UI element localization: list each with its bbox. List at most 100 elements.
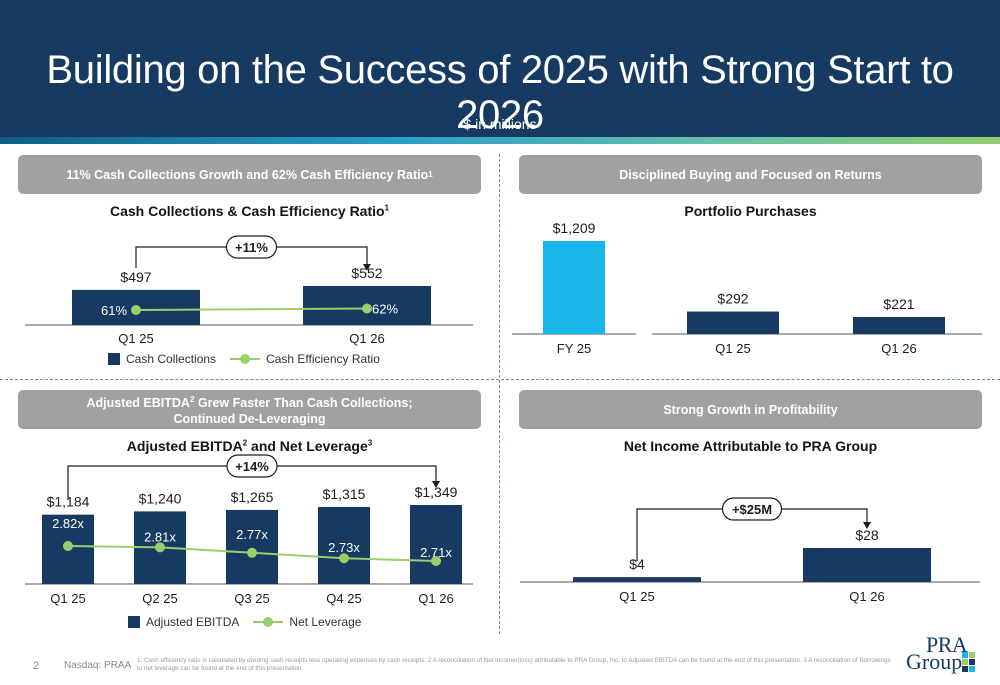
chart-title-text: Cash Collections & Cash Efficiency Ratio	[109, 203, 385, 219]
logo-square	[962, 659, 968, 665]
page-title: Building on the Success of 2025 with Str…	[46, 48, 954, 137]
logo-square	[969, 666, 975, 672]
growth-bracket-ebitda-arrow	[432, 481, 440, 488]
page-number: 2	[33, 660, 40, 672]
x-tick-label: FY 25	[557, 341, 591, 356]
point-net-leverage	[63, 541, 73, 551]
vertical-divider	[499, 154, 500, 634]
logo-text-pra: PRA	[926, 632, 968, 657]
point-net-leverage	[247, 547, 257, 558]
logo-square	[962, 666, 968, 672]
bar-value-label: $1,209	[553, 220, 596, 236]
x-tick-label: Q1 26	[881, 341, 916, 356]
point-net-leverage	[155, 542, 165, 553]
panel-header-text-line2: Continued De-Leveraging	[173, 412, 326, 427]
x-tick-label: Q1 25	[715, 341, 750, 356]
ticker-label: Nasdaq: PRAA	[64, 660, 132, 671]
x-tick-label: Q2 25	[142, 591, 177, 606]
legend-bar-swatch	[108, 353, 120, 365]
bar-adjusted-ebitda	[410, 505, 462, 584]
footnote-marker: 1	[384, 203, 390, 213]
panel-header-portfolio: Disciplined Buying and Focused on Return…	[519, 155, 982, 194]
chart-title-portfolio: Portfolio Purchases	[684, 203, 817, 219]
legend-ebitda: Adjusted EBITDA Net Leverage	[128, 615, 361, 629]
bar-value-label: $1,184	[47, 494, 90, 510]
bar-value-label: $552	[351, 265, 382, 281]
line-value-label: 61%	[101, 303, 127, 318]
page-subtitle: $ in millions	[463, 116, 537, 132]
growth-bracket-cash-arrow	[363, 264, 371, 271]
line-value-label: 2.81x	[144, 529, 176, 544]
line-cash-efficiency	[135, 307, 368, 311]
legend-line-swatch	[230, 353, 261, 365]
bar-value-label: $1,240	[139, 490, 182, 506]
bar-value-label: $4	[629, 556, 645, 572]
bar-value-label: $292	[717, 291, 748, 307]
bar-value-label: $221	[883, 296, 914, 312]
growth-bracket-cash-label: +11%	[235, 240, 268, 255]
legend-line-label: Net Leverage	[289, 615, 362, 629]
panel-header-text: Disciplined Buying and Focused on Return…	[619, 167, 882, 182]
line-value-label: 62%	[372, 302, 398, 317]
x-tick-label: Q1 25	[619, 589, 654, 604]
legend-line-swatch	[253, 616, 284, 628]
footnote-marker: 2	[189, 394, 195, 404]
point-cash-efficiency	[131, 305, 141, 315]
footnote-marker: 1	[428, 169, 433, 179]
bar-value-label: $1,315	[323, 486, 366, 502]
chart-title-ebitda: Adjusted EBITDA2 and Net Leverage3	[18, 438, 481, 454]
legend-bar-swatch	[128, 616, 140, 628]
x-tick-label: Q1 25	[118, 331, 153, 346]
bar-adjusted-ebitda	[318, 506, 370, 584]
line-value-label: 2.73x	[328, 540, 360, 555]
logo-square	[962, 652, 968, 658]
x-tick-label: Q1 26	[849, 589, 884, 604]
point-net-leverage	[339, 553, 349, 564]
horizontal-divider	[0, 379, 1000, 380]
line-value-label: 2.77x	[236, 527, 268, 542]
legend-line-label: Cash Efficiency Ratio	[266, 352, 380, 366]
panel-header-text: Adjusted EBITDA	[86, 396, 190, 411]
point-net-leverage	[431, 555, 441, 566]
x-tick-label: Q1 26	[349, 331, 384, 346]
legend-bar-label: Cash Collections	[126, 352, 217, 366]
point-cash-efficiency	[362, 303, 372, 314]
footnote-marker: 3	[367, 438, 373, 448]
chart-title-cash-collections: Cash Collections & Cash Efficiency Ratio…	[18, 203, 481, 219]
x-tick-label: Q1 26	[418, 591, 453, 606]
panel-header-text: Strong Growth in Profitability	[663, 402, 838, 417]
logo-square	[969, 659, 975, 665]
panel-header-text: Grew Faster Than Cash Collections;	[194, 396, 413, 411]
chart-title-net-income: Net Income Attributable to PRA Group	[623, 438, 878, 454]
chart-title-text: and Net Leverage	[247, 438, 368, 454]
bar-portfolio-purchases	[687, 311, 779, 334]
bar-adjusted-ebitda	[226, 509, 278, 584]
growth-bracket-ebitda-pill	[226, 454, 278, 478]
bar-net-income	[803, 548, 931, 582]
bar-portfolio-purchases	[853, 317, 945, 334]
bar-net-income	[573, 577, 701, 582]
growth-bracket-ebitda-label: +14%	[235, 459, 269, 474]
panel-header-text: 11% Cash Collections Growth and 62% Cash…	[66, 167, 429, 182]
gradient-divider	[0, 137, 1000, 144]
legend-bar-label: Adjusted EBITDA	[146, 615, 240, 629]
panel-header-ebitda: Adjusted EBITDA2 Grew Faster Than Cash C…	[18, 390, 481, 429]
header-band	[0, 0, 1000, 137]
pra-group-logo: PRA Group	[900, 632, 990, 676]
chart-title-text: Adjusted EBITDA	[126, 438, 243, 454]
footnotes: 1. Cash efficiency ratio is calculated b…	[137, 657, 891, 672]
bar-value-label: $497	[120, 269, 151, 285]
legend-cash-collections: Cash Collections Cash Efficiency Ratio	[108, 352, 380, 366]
footnote-marker: 2	[242, 438, 248, 448]
growth-bracket-net-income-pill	[721, 497, 783, 521]
x-tick-label: Q3 25	[234, 591, 269, 606]
bar-value-label: $1,349	[415, 484, 458, 500]
bar-value-label: $28	[855, 527, 879, 543]
bar-value-label: $1,265	[231, 489, 274, 505]
growth-bracket-net-income-label: +$25M	[732, 502, 772, 517]
x-tick-label: Q4 25	[326, 591, 361, 606]
logo-text-group: Group	[906, 649, 963, 674]
growth-bracket-cash-pill	[225, 235, 278, 259]
line-value-label: 2.71x	[420, 545, 452, 560]
